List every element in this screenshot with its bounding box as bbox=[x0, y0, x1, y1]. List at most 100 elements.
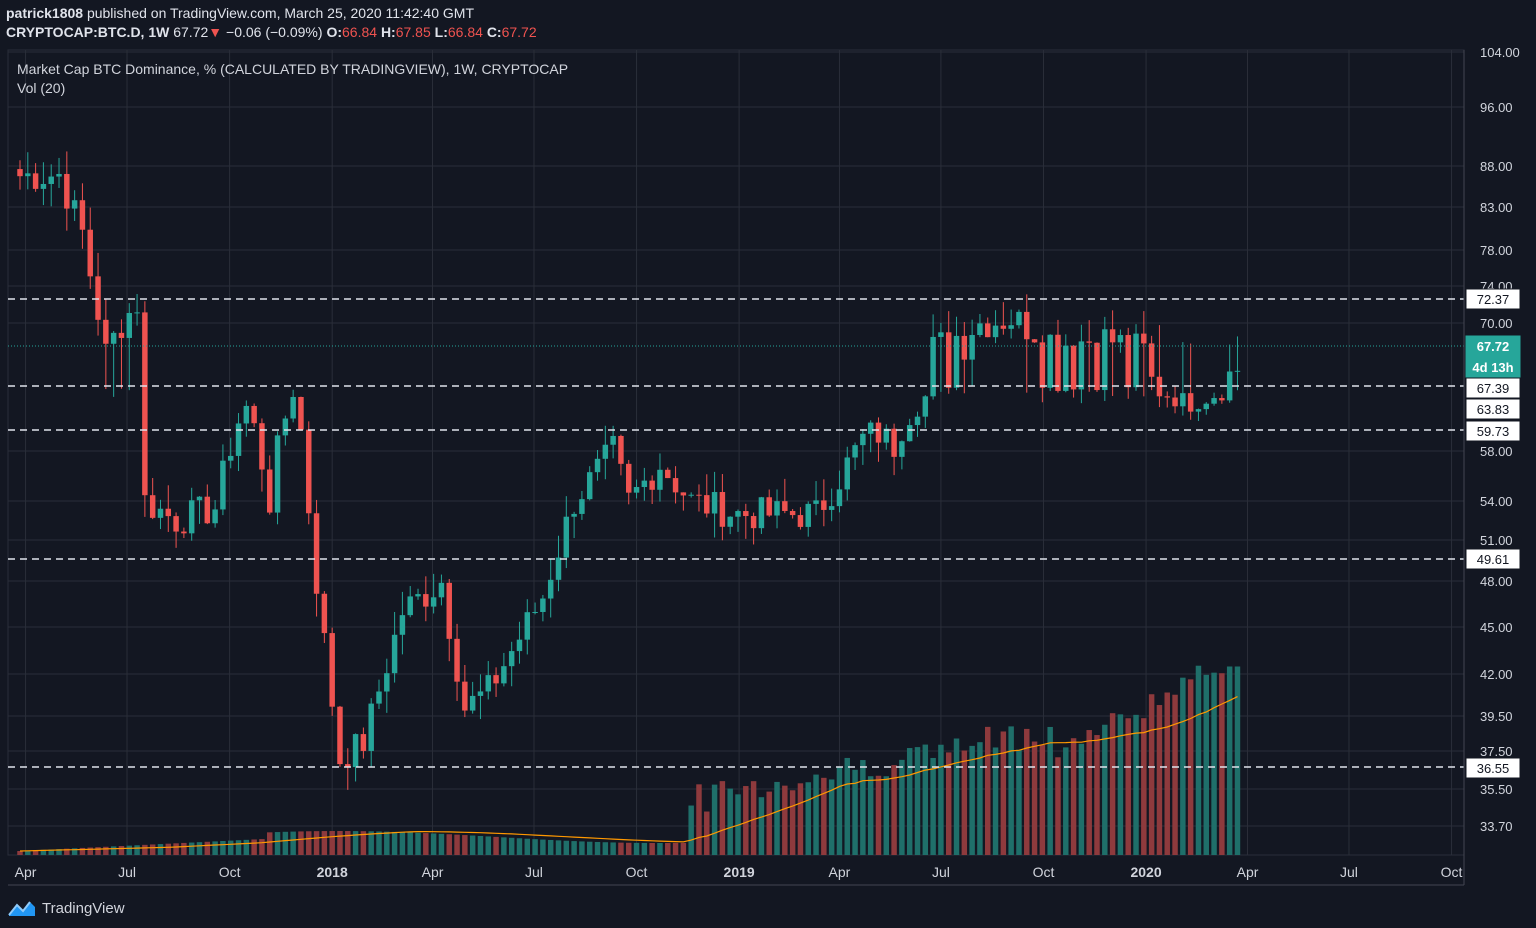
time-tick-label: Oct bbox=[219, 864, 241, 880]
volume-bar bbox=[875, 775, 882, 855]
candle-body bbox=[1172, 397, 1178, 407]
price-label-box bbox=[1465, 377, 1521, 399]
candle-body bbox=[688, 494, 694, 496]
candle-body bbox=[181, 531, 187, 534]
candle-body bbox=[805, 503, 811, 527]
candle-body bbox=[844, 457, 850, 490]
volume-bar bbox=[719, 781, 726, 855]
candle-body bbox=[32, 173, 39, 189]
volume-bar bbox=[1234, 666, 1241, 855]
candle-body bbox=[1125, 335, 1131, 388]
price-axis[interactable]: 104.0096.0088.0083.0078.0074.0070.0058.0… bbox=[1480, 45, 1520, 834]
ticker-symbol[interactable]: CRYPTOCAP:BTC.D, 1W bbox=[6, 24, 170, 40]
volume-bar bbox=[1094, 735, 1100, 855]
candle-body bbox=[922, 396, 929, 417]
candle-body bbox=[142, 312, 148, 496]
candle-body bbox=[1086, 341, 1092, 343]
volume-bar bbox=[376, 831, 382, 855]
volume-bar bbox=[87, 847, 93, 855]
candle-body bbox=[1031, 339, 1038, 343]
candle-body bbox=[423, 594, 429, 607]
volume-bar bbox=[126, 845, 132, 855]
price-tick-label: 54.00 bbox=[1480, 494, 1513, 509]
price-tick-label: 58.00 bbox=[1480, 444, 1513, 459]
candle-body bbox=[1102, 329, 1108, 391]
volume-bar bbox=[1172, 694, 1178, 855]
volume-bar bbox=[212, 841, 218, 855]
volume-bar bbox=[415, 832, 421, 855]
price-tick-label: 78.00 bbox=[1480, 243, 1513, 258]
price-label-text: 67.72 bbox=[1477, 339, 1510, 354]
volume-bar bbox=[571, 841, 577, 855]
author-name[interactable]: patrick1808 bbox=[6, 5, 84, 21]
candle-body bbox=[1063, 345, 1069, 391]
candle-body bbox=[1234, 370, 1241, 372]
volume-bar bbox=[243, 839, 250, 855]
candle-body bbox=[79, 200, 86, 230]
candle-body bbox=[204, 496, 211, 524]
legend-title[interactable]: Market Cap BTC Dominance, % (CALCULATED … bbox=[17, 61, 569, 77]
candle-body bbox=[1117, 335, 1124, 343]
volume-bar bbox=[508, 837, 515, 855]
candle-body bbox=[337, 706, 343, 765]
volume-bar bbox=[930, 757, 936, 855]
volume-bar bbox=[641, 842, 648, 855]
volume-bar bbox=[454, 834, 460, 855]
volume-bar bbox=[821, 777, 827, 855]
candle-body bbox=[906, 425, 913, 442]
time-tick-label: Jul bbox=[932, 864, 950, 880]
candle-body bbox=[290, 396, 296, 419]
candle-body bbox=[149, 495, 156, 518]
volume-bar bbox=[95, 847, 101, 855]
price-label-box bbox=[1465, 420, 1521, 442]
candle-body bbox=[875, 422, 882, 443]
volume-bar bbox=[1070, 738, 1077, 855]
price-label-box bbox=[1465, 548, 1521, 570]
low-label: L: bbox=[434, 24, 448, 40]
volume-bar bbox=[914, 747, 921, 855]
candle-body bbox=[56, 173, 62, 177]
candle-body bbox=[446, 582, 452, 639]
volume-bar bbox=[844, 757, 850, 855]
volume-bar bbox=[251, 839, 257, 855]
candle-body bbox=[485, 675, 491, 692]
candle-body bbox=[1219, 398, 1225, 401]
candle-body bbox=[110, 332, 117, 344]
candle-body bbox=[914, 416, 921, 426]
volume-bar bbox=[961, 750, 968, 855]
volume-bar bbox=[672, 842, 679, 855]
volume-bar bbox=[282, 831, 289, 855]
volume-bar bbox=[501, 837, 507, 855]
volume-bar bbox=[1117, 714, 1124, 855]
candle-body bbox=[1094, 342, 1100, 391]
volume-bar bbox=[1203, 674, 1209, 855]
price-label-box bbox=[1465, 335, 1521, 357]
volume-bar bbox=[579, 841, 585, 855]
volume-bar bbox=[688, 805, 694, 855]
volume-bar bbox=[1211, 672, 1217, 855]
publish-text: published on TradingView.com, March 25, … bbox=[86, 5, 474, 21]
candle-body bbox=[657, 469, 663, 490]
time-axis[interactable]: Apr Jul Oct 2018 Apr Jul Oct 2019 Apr Jul Oct 2020 A… bbox=[15, 864, 1463, 880]
volume-bar bbox=[524, 838, 531, 855]
price-tick-label: 96.00 bbox=[1480, 100, 1513, 115]
volume-bar bbox=[71, 848, 78, 855]
volume-bar bbox=[298, 831, 304, 855]
volume-bar bbox=[188, 842, 195, 855]
candle-body bbox=[1211, 398, 1217, 404]
volume-bar bbox=[618, 842, 624, 855]
legend-volume[interactable]: Vol (20) bbox=[17, 80, 66, 96]
volume-bar bbox=[860, 760, 866, 855]
volume-bar bbox=[173, 843, 179, 855]
candle-body bbox=[563, 516, 570, 558]
volume-ma-line bbox=[19, 696, 1238, 852]
volume-bar bbox=[766, 791, 772, 855]
volume-bar bbox=[1016, 749, 1022, 855]
candle-body bbox=[64, 173, 70, 209]
candle-body bbox=[945, 332, 952, 388]
candle-body bbox=[961, 335, 968, 360]
tradingview-brand[interactable]: TradingView bbox=[8, 896, 125, 920]
price-label-text: 36.55 bbox=[1477, 761, 1510, 776]
volume-bar bbox=[149, 844, 156, 855]
